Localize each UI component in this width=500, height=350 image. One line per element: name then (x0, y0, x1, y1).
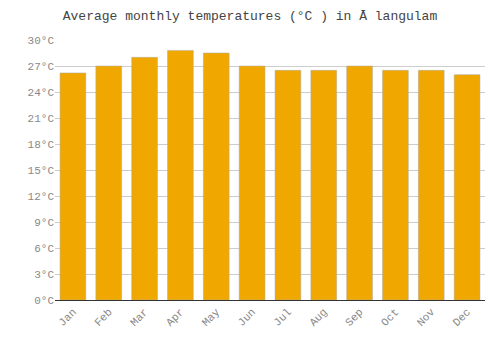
svg-text:Feb: Feb (92, 306, 114, 328)
svg-text:3°C: 3°C (34, 269, 54, 281)
svg-text:Mar: Mar (128, 306, 150, 328)
svg-text:Jul: Jul (271, 306, 293, 328)
svg-text:Jun: Jun (236, 306, 258, 328)
svg-text:0°C: 0°C (34, 295, 54, 307)
svg-text:May: May (200, 306, 223, 329)
svg-text:15°C: 15°C (28, 165, 55, 177)
svg-text:21°C: 21°C (28, 113, 55, 125)
svg-text:Apr: Apr (164, 306, 186, 328)
svg-text:Dec: Dec (451, 306, 473, 328)
svg-text:18°C: 18°C (28, 139, 55, 151)
svg-text:Sep: Sep (343, 306, 365, 328)
svg-text:12°C: 12°C (28, 191, 55, 203)
svg-text:Oct: Oct (379, 306, 401, 328)
svg-text:Average monthly temperatures (: Average monthly temperatures (°C ) in Ā … (63, 9, 438, 24)
svg-text:30°C: 30°C (28, 35, 55, 47)
svg-text:24°C: 24°C (28, 87, 55, 99)
svg-text:9°C: 9°C (34, 217, 54, 229)
svg-text:27°C: 27°C (28, 61, 55, 73)
svg-text:6°C: 6°C (34, 243, 54, 255)
svg-text:Jan: Jan (56, 306, 78, 328)
svg-text:Aug: Aug (307, 306, 329, 328)
svg-text:Nov: Nov (415, 306, 438, 329)
